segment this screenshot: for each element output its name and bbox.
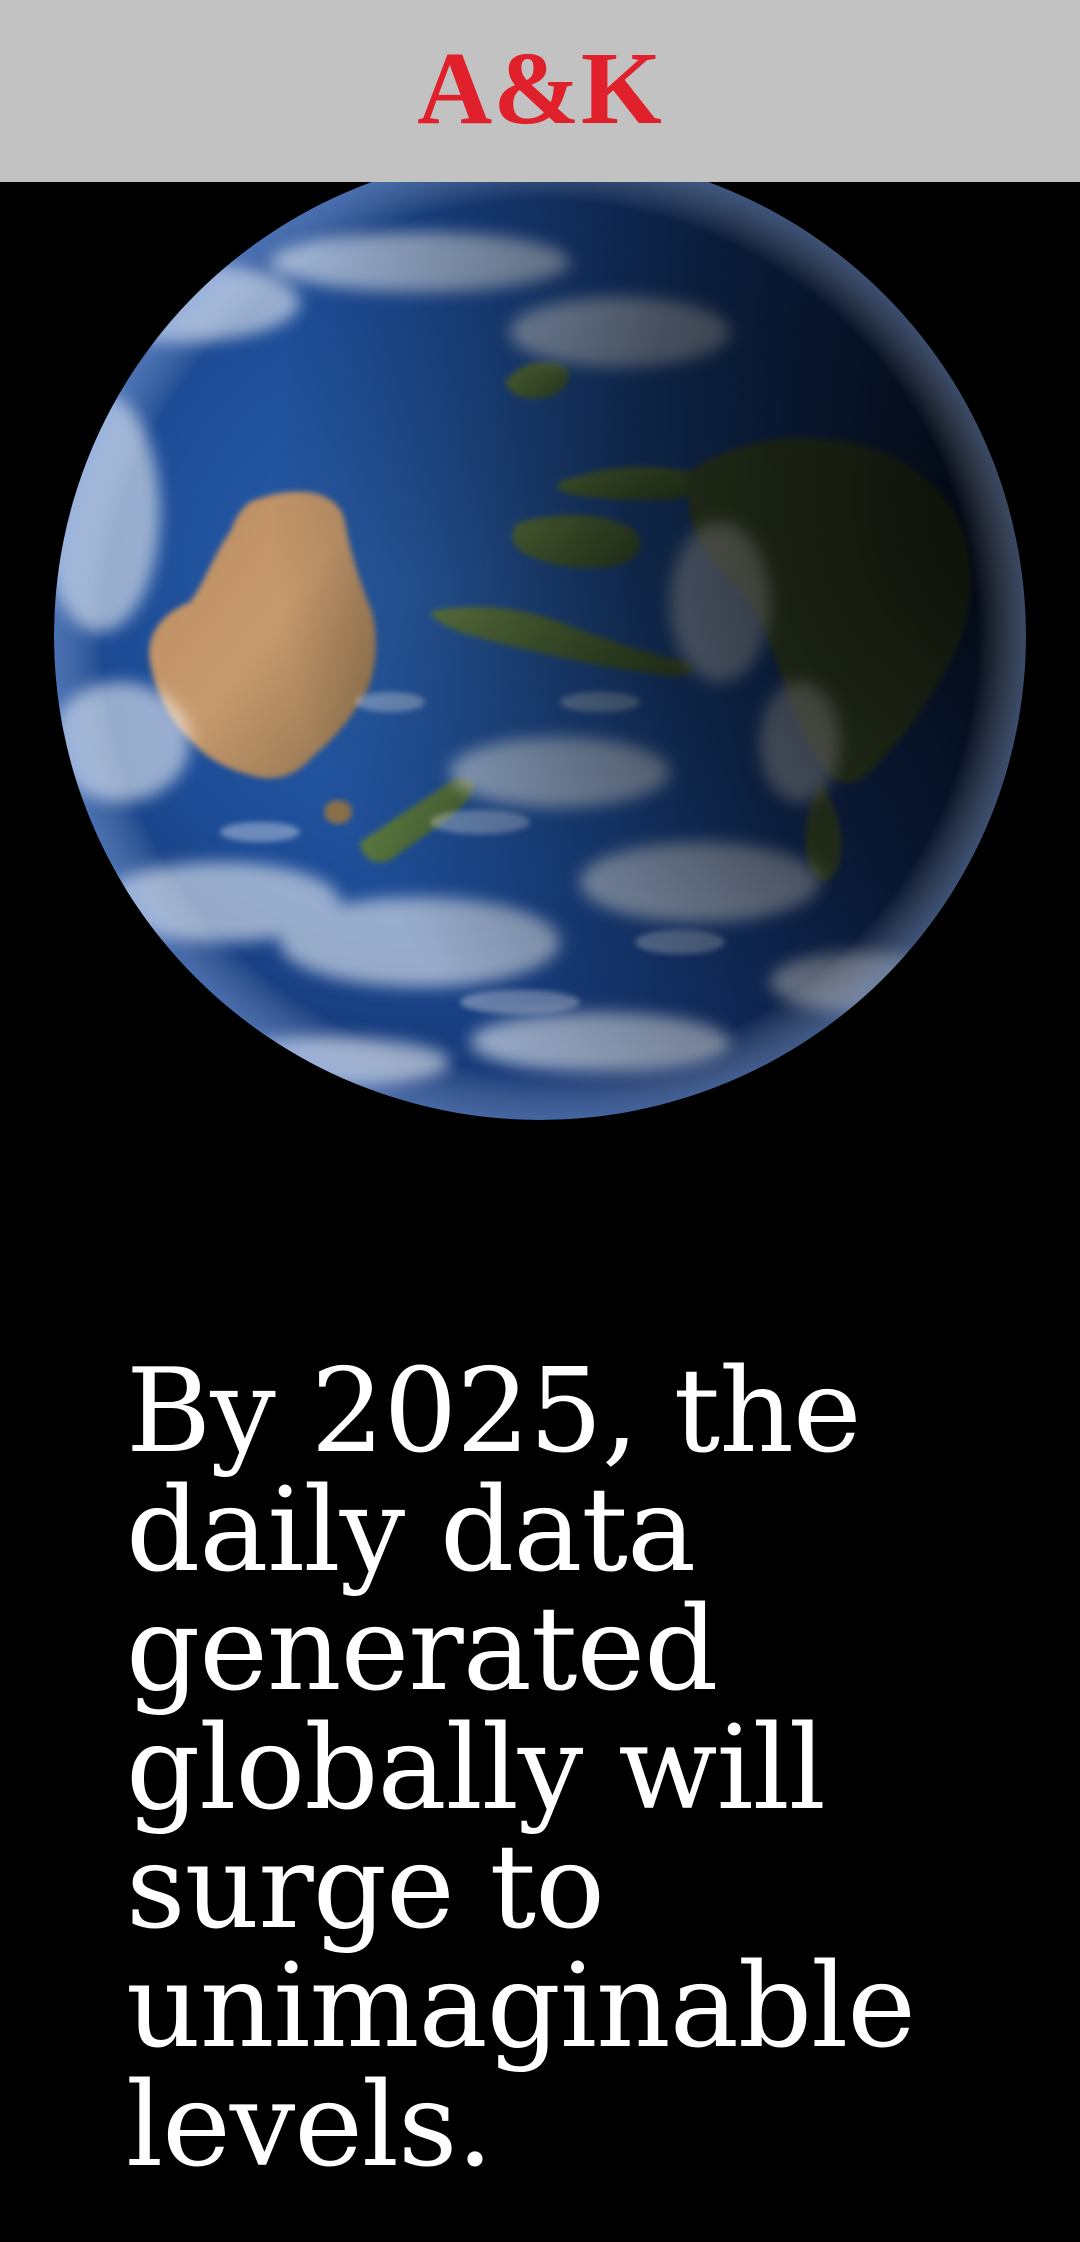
headline: By 2025, the daily data generated global…	[126, 1344, 916, 2193]
header-bar: A&K	[0, 0, 1080, 182]
brand-logo: A&K	[417, 31, 663, 146]
hero-image	[0, 182, 1080, 1232]
earth-globe-image	[0, 182, 1080, 1232]
